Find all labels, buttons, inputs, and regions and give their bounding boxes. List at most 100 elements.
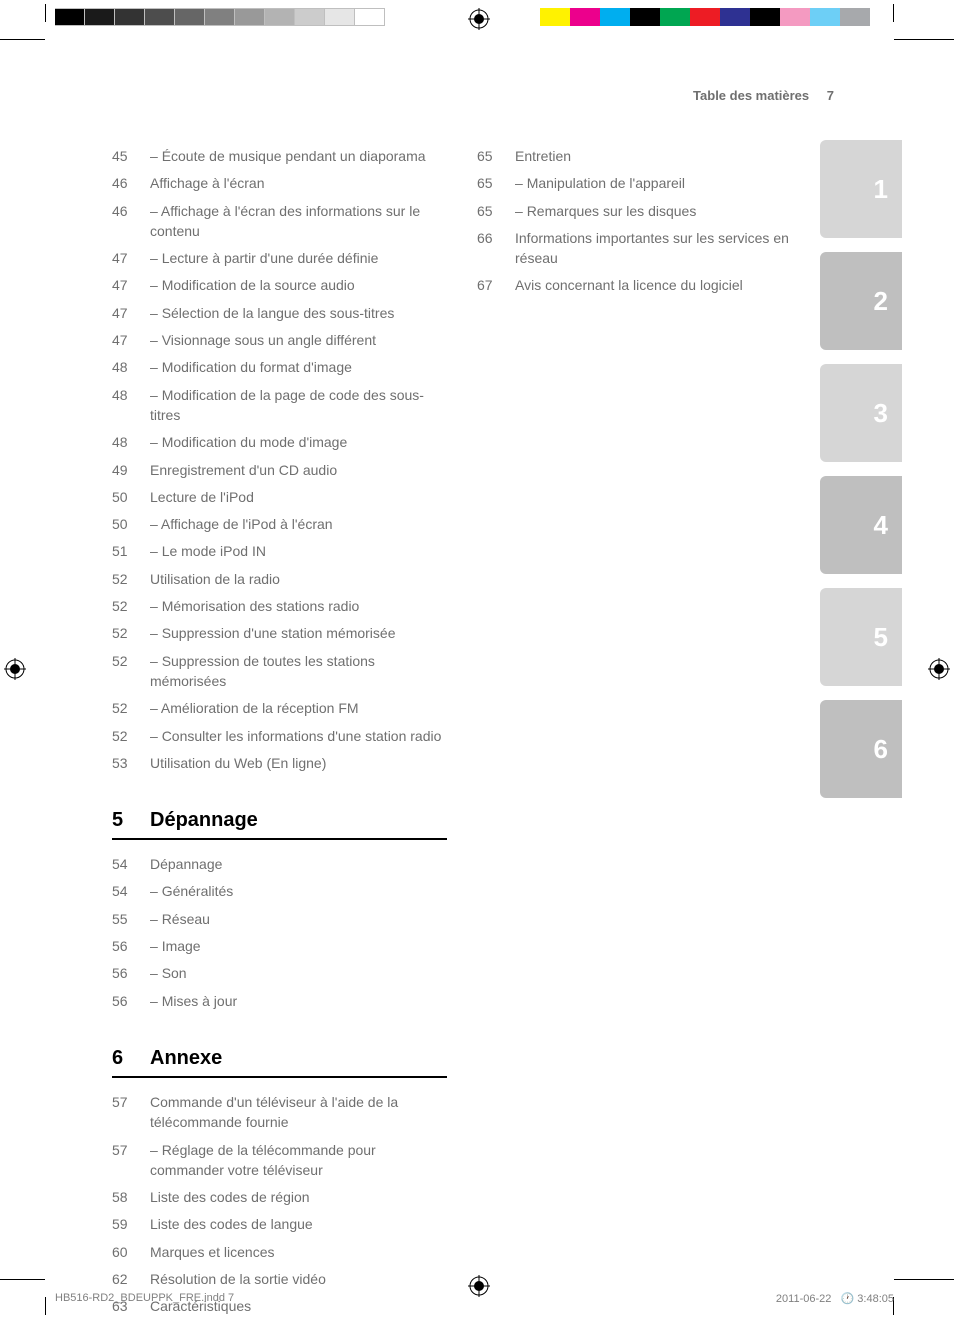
toc-entry-text: Marques et licences — [150, 1242, 447, 1262]
toc-entry-text: Généralités — [150, 881, 447, 901]
toc-entry-text: Affichage de l'iPod à l'écran — [150, 514, 447, 534]
toc-page-number: 47 — [112, 248, 150, 268]
toc-page-number: 47 — [112, 275, 150, 295]
toc-entry-text: Consulter les informations d'une station… — [150, 726, 447, 746]
toc-page-number: 57 — [112, 1092, 150, 1112]
side-tab-3: 3 — [820, 364, 902, 462]
toc-entry-text: Mises à jour — [150, 991, 447, 1011]
toc-page-number: 65 — [477, 146, 515, 166]
color-bar — [540, 8, 870, 26]
toc-entry: 65Entretien — [477, 146, 812, 166]
toc-page-number: 47 — [112, 330, 150, 350]
toc-entry: 48Modification du mode d'image — [112, 432, 447, 452]
toc-page-number: 65 — [477, 173, 515, 193]
toc-entry-text: Utilisation du Web (En ligne) — [150, 753, 447, 773]
section-number: 6 — [112, 1047, 150, 1070]
footer-date: 2011-06-22 — [776, 1293, 831, 1305]
side-tab-6: 6 — [820, 700, 902, 798]
section-number: 5 — [112, 809, 150, 832]
section-heading-6: 6 Annexe — [112, 1047, 447, 1078]
toc-page-number: 59 — [112, 1214, 150, 1234]
toc-column-left: 45Écoute de musique pendant un diaporama… — [112, 146, 447, 1324]
toc-entry: 56Son — [112, 963, 447, 983]
toc-entry: 50Lecture de l'iPod — [112, 487, 447, 507]
toc-entry-text: Informations importantes sur les service… — [515, 228, 812, 269]
toc-entry-text: Enregistrement d'un CD audio — [150, 460, 447, 480]
toc-entry-text: Avis concernant la licence du logiciel — [515, 275, 812, 295]
toc-entry: 47Sélection de la langue des sous-titres — [112, 303, 447, 323]
toc-entry: 47Lecture à partir d'une durée définie — [112, 248, 447, 268]
toc-entry: 57Commande d'un téléviseur à l'aide de l… — [112, 1092, 447, 1133]
toc-entry: 53Utilisation du Web (En ligne) — [112, 753, 447, 773]
toc-entry: 50Affichage de l'iPod à l'écran — [112, 514, 447, 534]
toc-page-number: 60 — [112, 1242, 150, 1262]
toc-entry-text: Lecture de l'iPod — [150, 487, 447, 507]
toc-entry: 58Liste des codes de région — [112, 1187, 447, 1207]
toc-page-number: 46 — [112, 173, 150, 193]
toc-entry: 54Dépannage — [112, 854, 447, 874]
section-heading-5: 5 Dépannage — [112, 809, 447, 840]
side-tab-5: 5 — [820, 588, 902, 686]
toc-page-number: 57 — [112, 1140, 150, 1160]
toc-page-number: 56 — [112, 991, 150, 1011]
toc-entry-text: Modification de la source audio — [150, 275, 447, 295]
toc-page-number: 50 — [112, 487, 150, 507]
toc-entry-text: Remarques sur les disques — [515, 201, 812, 221]
toc-entry: 52Mémorisation des stations radio — [112, 596, 447, 616]
toc-entry: 67Avis concernant la licence du logiciel — [477, 275, 812, 295]
toc-page-number: 46 — [112, 201, 150, 221]
toc-page-number: 52 — [112, 726, 150, 746]
toc-entry: 52Consulter les informations d'une stati… — [112, 726, 447, 746]
toc-entry: 47Modification de la source audio — [112, 275, 447, 295]
toc-page-number: 52 — [112, 651, 150, 671]
toc-entry-text: Commande d'un téléviseur à l'aide de la … — [150, 1092, 447, 1133]
toc-entry: 59Liste des codes de langue — [112, 1214, 447, 1234]
toc-entry: 52Suppression de toutes les stations mém… — [112, 651, 447, 692]
page-header: Table des matières 7 — [693, 88, 834, 103]
toc-entry: 62Résolution de la sortie vidéo — [112, 1269, 447, 1289]
toc-entry: 65Remarques sur les disques — [477, 201, 812, 221]
toc-page-number: 48 — [112, 385, 150, 405]
toc-page-number: 67 — [477, 275, 515, 295]
side-tab-4: 4 — [820, 476, 902, 574]
toc-entry-text: Le mode iPod IN — [150, 541, 447, 561]
toc-page-number: 49 — [112, 460, 150, 480]
header-title: Table des matières — [693, 88, 809, 103]
toc-entry-text: Liste des codes de langue — [150, 1214, 447, 1234]
toc-page-number: 55 — [112, 909, 150, 929]
toc-page-number: 54 — [112, 854, 150, 874]
toc-page-number: 66 — [477, 228, 515, 248]
toc-column-right: 65Entretien65Manipulation de l'appareil6… — [477, 146, 812, 1324]
toc-entry-text: Affichage à l'écran — [150, 173, 447, 193]
toc-page-number: 51 — [112, 541, 150, 561]
toc-entry-text: Lecture à partir d'une durée définie — [150, 248, 447, 268]
toc-page-number: 54 — [112, 881, 150, 901]
toc-page-number: 65 — [477, 201, 515, 221]
toc-page-number: 52 — [112, 698, 150, 718]
toc-page-number: 52 — [112, 596, 150, 616]
toc-entry: 46Affichage à l'écran — [112, 173, 447, 193]
toc-entry: 57Réglage de la télécommande pour comman… — [112, 1140, 447, 1181]
toc-page-number: 48 — [112, 357, 150, 377]
toc-entry-text: Sélection de la langue des sous-titres — [150, 303, 447, 323]
toc-page-number: 52 — [112, 623, 150, 643]
section-title: Annexe — [150, 1047, 222, 1070]
toc-entry: 52Amélioration de la réception FM — [112, 698, 447, 718]
toc-entry-text: Son — [150, 963, 447, 983]
toc-entry-text: Image — [150, 936, 447, 956]
footer-time: 3:48:05 — [857, 1293, 894, 1305]
toc-entry: 52Utilisation de la radio — [112, 569, 447, 589]
toc-entry: 47Visionnage sous un angle différent — [112, 330, 447, 350]
toc-entry-text: Suppression d'une station mémorisée — [150, 623, 447, 643]
toc-page-number: 62 — [112, 1269, 150, 1289]
registration-mark-icon — [4, 658, 26, 680]
toc-entry: 46Affichage à l'écran des informations s… — [112, 201, 447, 242]
toc-entry: 56Mises à jour — [112, 991, 447, 1011]
toc-entry: 55Réseau — [112, 909, 447, 929]
toc-entry: 45Écoute de musique pendant un diaporama — [112, 146, 447, 166]
toc-page-number: 58 — [112, 1187, 150, 1207]
toc-page-number: 53 — [112, 753, 150, 773]
toc-entry-text: Modification de la page de code des sous… — [150, 385, 447, 426]
toc-entry: 65Manipulation de l'appareil — [477, 173, 812, 193]
grayscale-bar — [55, 8, 385, 26]
